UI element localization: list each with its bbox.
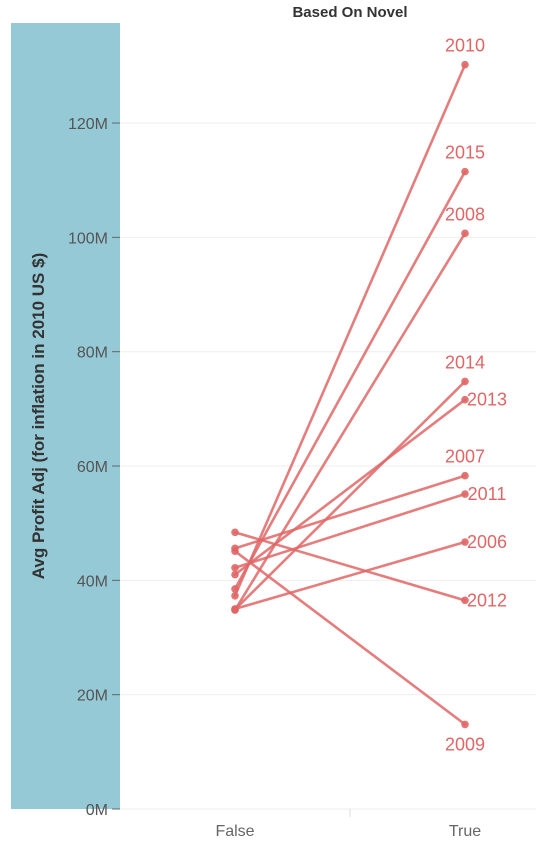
series-2013: 2013 bbox=[231, 390, 507, 579]
data-point bbox=[231, 605, 239, 613]
gridlines bbox=[120, 122, 536, 817]
data-point bbox=[461, 490, 469, 498]
series-2011: 2011 bbox=[231, 484, 506, 572]
series-line bbox=[233, 540, 467, 611]
series-label: 2013 bbox=[467, 390, 507, 410]
data-point bbox=[231, 528, 239, 537]
series-line bbox=[233, 170, 467, 591]
data-point bbox=[231, 591, 239, 600]
series-line bbox=[233, 232, 467, 612]
data-point bbox=[461, 167, 469, 176]
data-point bbox=[231, 570, 239, 579]
series-line bbox=[233, 549, 467, 726]
x-tick-label: True bbox=[449, 823, 481, 840]
series-label: 2015 bbox=[445, 143, 485, 163]
data-point bbox=[461, 720, 469, 729]
y-axis-label: Avg Profit Adj (for inflation in 2010 US… bbox=[29, 253, 48, 580]
series-line bbox=[233, 474, 467, 550]
data-point bbox=[231, 585, 239, 593]
y-tick-label: 0M bbox=[86, 802, 108, 819]
data-point bbox=[461, 596, 469, 605]
series-2012: 2012 bbox=[231, 528, 507, 610]
series-2010: 2010 bbox=[231, 36, 485, 600]
series-label: 2009 bbox=[445, 734, 485, 754]
series-label: 2012 bbox=[467, 590, 507, 610]
data-point bbox=[461, 60, 469, 69]
series-label: 2010 bbox=[445, 36, 485, 56]
y-tick-label: 20M bbox=[77, 688, 108, 705]
series-line bbox=[233, 63, 467, 598]
y-tick-label: 120M bbox=[68, 116, 108, 133]
data-point bbox=[231, 547, 239, 555]
y-axis-band bbox=[11, 23, 120, 809]
series-label: 2008 bbox=[445, 204, 485, 224]
chart-title: Based On Novel bbox=[292, 4, 407, 21]
series-line bbox=[233, 398, 467, 576]
x-tick-label: False bbox=[215, 823, 254, 840]
series-line bbox=[233, 380, 467, 611]
y-tick-label: 40M bbox=[77, 573, 108, 590]
series-label: 2007 bbox=[445, 447, 485, 467]
series-label: 2014 bbox=[445, 352, 485, 372]
data-point bbox=[461, 395, 469, 404]
series-2009: 2009 bbox=[231, 547, 485, 754]
x-axis-ticks: False True bbox=[215, 823, 481, 840]
y-axis-ticks: 0M 20M 40M 60M 80M 100M 120M bbox=[68, 116, 120, 819]
data-point bbox=[461, 377, 469, 386]
data-point bbox=[231, 563, 239, 572]
y-tick-label: 80M bbox=[77, 345, 108, 362]
series-line bbox=[233, 492, 467, 570]
y-tick-label: 100M bbox=[68, 230, 108, 247]
series: 2010 2015 2008 2014 2013 2007 2011 2006 2012 2009 bbox=[231, 36, 507, 754]
series-2008: 2008 bbox=[231, 204, 485, 614]
series-2006: 2006 bbox=[231, 532, 507, 613]
series-2015: 2015 bbox=[231, 143, 485, 593]
data-point bbox=[461, 538, 469, 546]
data-point bbox=[461, 229, 469, 238]
series-line bbox=[233, 531, 467, 602]
series-label: 2006 bbox=[467, 532, 507, 552]
y-tick-label: 60M bbox=[77, 459, 108, 476]
data-point bbox=[461, 471, 469, 480]
series-label: 2011 bbox=[468, 484, 507, 504]
